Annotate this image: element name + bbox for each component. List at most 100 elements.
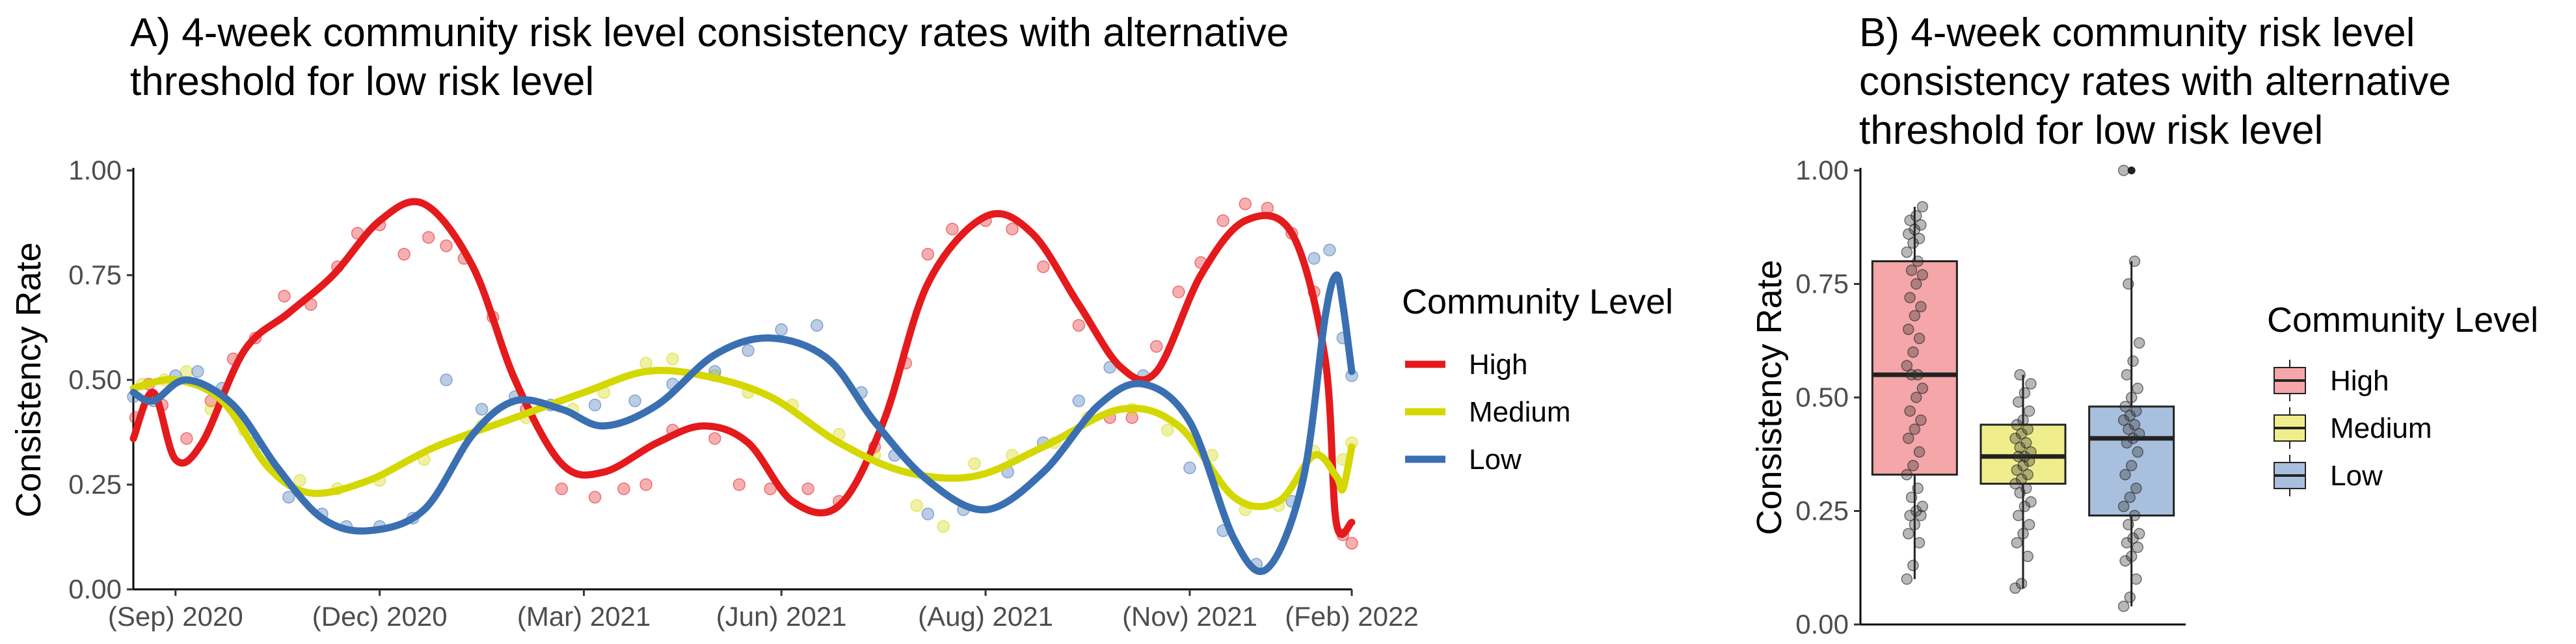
panel-b-point-high (1904, 405, 1916, 417)
panel-b-point-low (2124, 491, 2136, 503)
panel-b-y-tick-label: 0.75 (1795, 269, 1849, 299)
panel-a-point-low (282, 490, 295, 504)
panel-b-point-low (2117, 414, 2130, 426)
panel-b-point-high (1912, 255, 1924, 267)
panel-b-point-high (1913, 232, 1925, 245)
panel-b-point-high (1907, 459, 1919, 472)
panel-b-point-low (2124, 410, 2136, 422)
panel-a-x-tick-label: (Mar) 2021 (517, 601, 651, 632)
panel-b-point-low (2130, 405, 2142, 417)
panel-b-point-low (2119, 555, 2131, 567)
panel-a-legend: Community Level High Medium Low (1402, 282, 1673, 476)
panel-a-point-low (1323, 243, 1336, 257)
panel-b-point-high (1905, 264, 1918, 276)
panel-b-point-high (1905, 369, 1918, 381)
panel-a-line-low (129, 271, 1356, 575)
panel-b-point-low (2127, 355, 2139, 367)
panel-a-legend-label-high: High (1469, 349, 1528, 381)
panel-b-point-medium (2019, 450, 2031, 463)
panel-a-point-low (775, 323, 788, 336)
panel-b-point-high (1912, 482, 1924, 494)
panel-a-point-high (1216, 214, 1229, 228)
panel-b-point-high (1909, 518, 1921, 531)
panel-a-point-high (921, 248, 935, 261)
panel-b-point-low (2121, 537, 2133, 549)
panel-a-title-line: threshold for low risk level (130, 59, 594, 104)
panel-a-point-high (946, 222, 959, 235)
panel-b-point-low (2123, 518, 2134, 531)
panel-a-point-high (397, 248, 410, 261)
panel-b-point-high (1907, 237, 1919, 249)
panel-a-line-medium (129, 366, 1356, 511)
panel-b-point-high (1913, 537, 1925, 549)
panel-a-x-tick-label: (Aug) 2021 (918, 601, 1053, 632)
panel-b-legend-key-high (2274, 360, 2306, 401)
panel-a-point-low (475, 403, 489, 416)
panel-b-box-group-medium (1979, 369, 2067, 594)
panel-a-point-high (588, 490, 602, 504)
panel-b-point-low (2119, 468, 2131, 481)
panel-b-point-low (2119, 401, 2131, 412)
panel-a-point-high (617, 482, 630, 496)
panel-a-point-high (1072, 319, 1086, 332)
panel-b-point-high (1910, 392, 1922, 403)
panel-a-point-high (639, 478, 652, 491)
panel-a-y-tick-label: 1.00 (68, 155, 122, 185)
panel-b-y-tick-label: 0.00 (1795, 609, 1849, 639)
panel-b-point-high (1901, 246, 1913, 258)
panel-b-point-low (2117, 165, 2130, 176)
panel-b-point-medium (2015, 428, 2028, 440)
panel-b-box-group-high (1871, 201, 1958, 585)
panel-b-box-high (1871, 260, 1958, 476)
panel-a-point-medium (180, 365, 193, 378)
panel-b-point-high (1913, 332, 1925, 345)
panel-b-point-medium (2014, 369, 2026, 381)
panel-b-point-medium (2019, 500, 2031, 513)
panel-b-point-high (1904, 509, 1916, 522)
panel-b-point-low (2127, 433, 2139, 444)
panel-a-point-high (422, 231, 435, 244)
panel-b-point-medium (2022, 468, 2033, 481)
panel-b-point-high (1904, 291, 1916, 304)
panel-a-point-low (1183, 461, 1196, 474)
panel-b-point-medium (2020, 437, 2032, 449)
panel-a-point-low (191, 365, 204, 378)
panel-b-point-high (1916, 382, 1929, 394)
panel-b-point-high (1916, 269, 1929, 281)
panel-b-point-high (1902, 323, 1914, 336)
panel-b-point-medium (2011, 537, 2023, 549)
panel-b-y-tick-label: 0.25 (1795, 496, 1849, 526)
panel-a-title-line: A) 4-week community risk level consisten… (130, 10, 1289, 55)
panel-b-legend-label-high: High (2330, 365, 2389, 397)
panel-b-point-medium (2017, 528, 2029, 540)
panel-a-point-high (1150, 340, 1163, 353)
panel-b-point-high (1907, 559, 1919, 572)
panel-b-title-line: consistency rates with alternative (1859, 59, 2451, 104)
panel-a-point-low (1072, 394, 1086, 407)
panel-b-point-low (2128, 419, 2141, 431)
panel-a-point-high (708, 432, 721, 445)
panel-b-point-medium (2015, 578, 2028, 589)
panel-b-point-low (2128, 255, 2141, 267)
panel-b-point-high (1915, 219, 1927, 231)
panel-b-title-line: threshold for low risk level (1859, 108, 2323, 153)
panel-b-point-low (2124, 591, 2136, 603)
panel-a-point-low (1308, 252, 1321, 265)
panel-b-point-high (1902, 433, 1914, 444)
panel-b-point-low (2123, 423, 2134, 435)
panel-b-point-low (2123, 278, 2134, 290)
panel-a-y-tick-label: 0.25 (68, 469, 122, 500)
panel-a-point-low (1103, 360, 1116, 374)
panel-b-legend-title: Community Level (2267, 301, 2538, 340)
panel-b-point-medium (2014, 442, 2026, 453)
panel-b-point-low (2121, 437, 2133, 449)
panel-b-y-axis-label: Consistency Rate (1750, 260, 1789, 535)
panel-a-legend-label-low: Low (1469, 444, 1522, 476)
panel-b-legend-key-low (2274, 455, 2306, 496)
panel-a-point-high (1172, 286, 1185, 299)
panel-a-y-tick-label: 0.00 (68, 574, 122, 604)
panel-a-x-tick-label: (Sep) 2020 (108, 601, 243, 632)
panel-a-point-medium (1161, 423, 1174, 437)
panel-b-point-medium (2009, 477, 2021, 490)
panel-a-line-chart: A) 4-week community risk level consisten… (9, 10, 1673, 632)
